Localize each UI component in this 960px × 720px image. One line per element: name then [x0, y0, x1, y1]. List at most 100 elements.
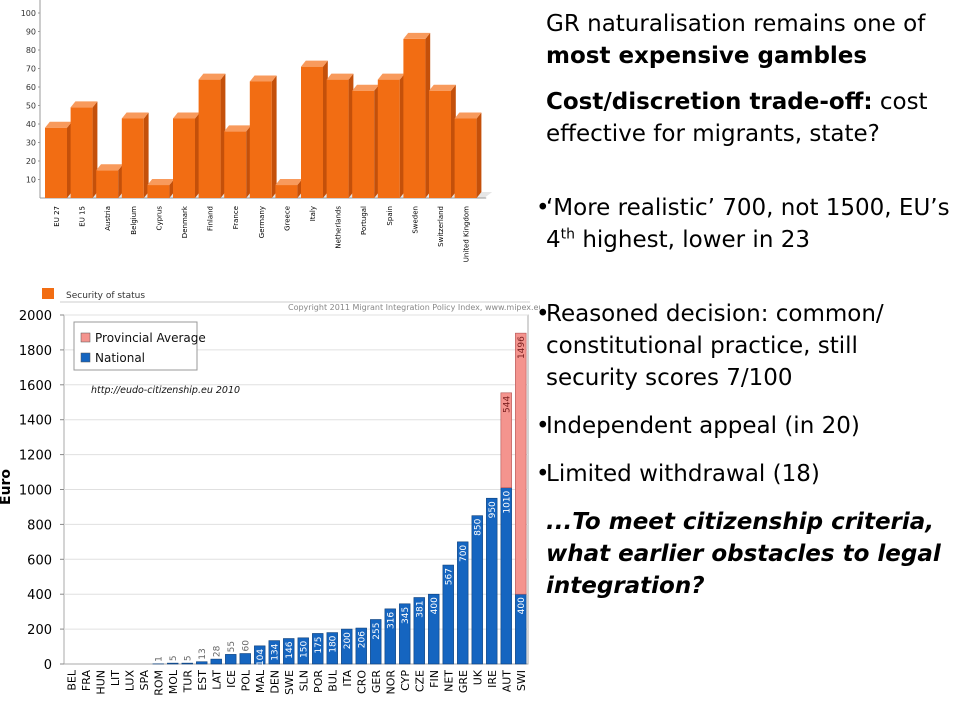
- data-label-national: 60: [241, 640, 251, 652]
- bar-national: [355, 627, 367, 665]
- bar-tur: [181, 662, 193, 665]
- x-tick-label: UK: [471, 669, 484, 685]
- data-label-national: 28: [212, 645, 222, 657]
- p1-text: GR naturalisation remains one of: [546, 11, 926, 37]
- data-label-national: 255: [372, 623, 382, 640]
- bar-nor: [384, 608, 396, 665]
- slide-text: GR naturalisation remains one of most ex…: [536, 8, 956, 602]
- bar-cze: [413, 597, 425, 665]
- data-label-national: 150: [299, 641, 309, 658]
- bar-austria: [96, 164, 123, 198]
- y-tick-label: 1000: [19, 484, 52, 499]
- bar-bul: [326, 632, 338, 665]
- data-label-national: 5: [169, 655, 179, 661]
- p1-bold: most expensive gambles: [546, 43, 868, 69]
- x-tick-label: Portugal: [360, 206, 368, 235]
- bar-national: [254, 645, 266, 665]
- bar-national: [312, 633, 324, 665]
- x-tick-label: ICE: [225, 670, 238, 688]
- bar-sln: [297, 637, 309, 665]
- bar-ita: [341, 628, 353, 665]
- y-tick-label: 1400: [19, 414, 52, 429]
- bar-national: [297, 637, 309, 665]
- bar-lat: [210, 658, 222, 665]
- bar-swi: [515, 332, 527, 665]
- y-axis-title: Euro: [0, 469, 14, 505]
- data-label-national: 146: [285, 641, 295, 658]
- bullet-limited-withdrawal: • Limited withdrawal (18): [536, 458, 956, 490]
- bar-national: [471, 515, 483, 665]
- x-tick-label: GRE: [457, 670, 470, 693]
- bar-national: [239, 653, 251, 665]
- bar-switzerland: [429, 84, 456, 198]
- x-tick-label: Belgium: [130, 206, 138, 235]
- x-tick-label: Germany: [258, 206, 266, 238]
- bar-national: [210, 658, 222, 665]
- bar-provincial: [500, 392, 512, 489]
- y-tick-label: 400: [27, 588, 52, 603]
- chart-legend: Provincial Average National: [73, 321, 206, 371]
- y-tick-label: 600: [27, 553, 52, 568]
- bar-den: [268, 640, 280, 665]
- data-label-national: 567: [444, 568, 454, 585]
- data-label-national: 700: [459, 545, 469, 562]
- bar-mal: [254, 645, 266, 665]
- x-tick-label: NOR: [384, 670, 397, 695]
- x-tick-label: Denmark: [181, 205, 189, 238]
- bar-united-kingdom: [454, 112, 482, 198]
- x-tick-label: SLN: [297, 670, 310, 691]
- bar-national: [225, 654, 237, 665]
- bar-italy: [301, 60, 328, 199]
- source-annotation: http://eudo-citizenship.eu 2010: [91, 385, 240, 396]
- bullet-reasoned-decision: • Reasoned decision: common/ constitution…: [536, 298, 956, 394]
- data-label-national: 134: [270, 643, 280, 660]
- data-label-national: 1010: [502, 490, 512, 513]
- x-tick-label: SPA: [138, 670, 151, 691]
- bar-national: [196, 661, 208, 665]
- x-tick-label: LAT: [210, 670, 223, 690]
- x-tick-label: Sweden: [411, 206, 419, 234]
- x-tick-label: Switzerland: [437, 206, 445, 247]
- bar-national: [399, 603, 411, 665]
- bullet-dot: •: [536, 413, 550, 439]
- data-label-national: 180: [328, 635, 338, 652]
- bar-ire: [486, 497, 498, 665]
- data-label-national: 345: [401, 607, 411, 624]
- bar-swe: [283, 638, 295, 665]
- bar-pol: [239, 653, 251, 665]
- data-label-national: 5: [183, 655, 193, 661]
- bar-aut: [500, 392, 512, 665]
- x-tick-label: Finland: [207, 206, 215, 231]
- y-tick-label: 0: [44, 658, 52, 673]
- x-tick-label: CRO: [355, 670, 368, 694]
- bar-greece: [275, 179, 303, 198]
- bar-national: [268, 640, 280, 665]
- x-tick-label: TUR: [181, 670, 194, 694]
- data-label-national: 175: [314, 636, 324, 653]
- x-tick-label: ITA: [341, 670, 354, 687]
- y-tick-label: 200: [27, 623, 52, 638]
- data-label-provincial: 1496: [517, 336, 527, 359]
- y-tick-label: 70: [26, 65, 36, 74]
- x-tick-label: FRA: [80, 670, 93, 692]
- bar-cyprus: [147, 179, 175, 198]
- bar-fin: [428, 593, 440, 665]
- bar-france: [224, 125, 251, 198]
- x-tick-label: CZE: [413, 670, 426, 692]
- bar-sweden: [403, 32, 431, 199]
- x-tick-label: Netherlands: [335, 206, 343, 249]
- bullet-dot: •: [536, 461, 550, 487]
- bar-spain: [377, 73, 405, 198]
- x-tick-label: Spain: [386, 206, 394, 226]
- x-tick-label: HUN: [94, 670, 107, 695]
- x-tick-label: EU 27: [53, 206, 61, 227]
- y-tick-label: 40: [26, 120, 36, 129]
- bar-national: [442, 564, 454, 665]
- bar-national: [428, 593, 440, 665]
- legend-provincial-label: Provincial Average: [95, 331, 206, 345]
- security-of-status-chart: 10 20 30 40 50 60 70 80 90 100 EU 27 EU 15 Austria B…: [0, 0, 520, 282]
- y-tick-label: 100: [21, 9, 36, 18]
- bar-eu-27: [45, 121, 72, 198]
- legend-swatch-provincial: [80, 332, 91, 343]
- paragraph-cost-tradeoff: Cost/discretion trade-off: cost effectiv…: [546, 86, 956, 150]
